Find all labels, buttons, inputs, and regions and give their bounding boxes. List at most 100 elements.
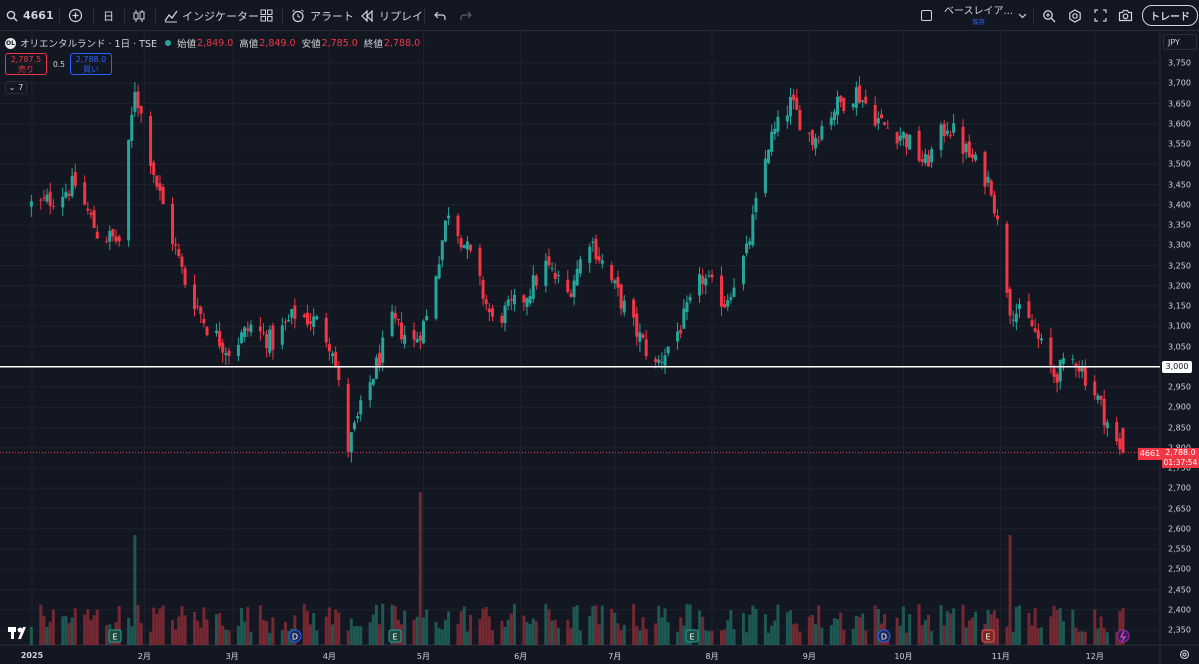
- interval-label: 日: [103, 9, 114, 23]
- candle-body: [258, 326, 262, 332]
- lightning-marker: [1116, 629, 1130, 643]
- redo-button[interactable]: [459, 0, 472, 31]
- candle-body: [676, 331, 680, 342]
- volume-bar: [1039, 627, 1043, 645]
- layout-dropdown[interactable]: [1018, 0, 1027, 31]
- candle-body: [202, 319, 206, 324]
- volume-bar: [174, 629, 178, 645]
- candle-body: [425, 316, 429, 321]
- candlesticks: [29, 76, 1125, 463]
- candle-body: [748, 241, 752, 245]
- candle-body: [67, 193, 71, 196]
- volume-bar: [421, 617, 425, 645]
- chevron-down-icon: ⌄: [8, 83, 16, 92]
- chart-type-button[interactable]: [132, 0, 146, 31]
- volume-bar: [261, 619, 265, 645]
- volume-bar: [1055, 609, 1059, 645]
- settings-button[interactable]: [1068, 0, 1082, 31]
- add-symbol-icon: [68, 8, 83, 23]
- hline-price-tag[interactable]: 3,000: [1162, 361, 1192, 373]
- volume-bar: [927, 614, 931, 645]
- candle-body: [443, 220, 447, 242]
- volume-bar: [1027, 612, 1031, 645]
- sell-button[interactable]: 2,787.5 売り: [5, 53, 47, 75]
- candle-body: [161, 187, 165, 205]
- quick-search-button[interactable]: [1042, 0, 1056, 31]
- buy-price: 2,788.0: [75, 55, 107, 64]
- volume-bar: [89, 619, 93, 645]
- volume-bar: [1030, 625, 1034, 645]
- volume-bar: [1058, 608, 1062, 645]
- volume-bar: [349, 618, 353, 645]
- candle-body: [952, 123, 956, 133]
- chevron-down-icon: [1018, 13, 1027, 19]
- compare-button[interactable]: [68, 0, 83, 31]
- currency-selector[interactable]: JPY: [1163, 34, 1197, 50]
- volume-bar: [741, 612, 745, 645]
- templates-button[interactable]: [260, 0, 273, 31]
- buy-button[interactable]: 2,788.0 買い: [70, 53, 112, 75]
- volume-bar: [1121, 608, 1125, 645]
- candle-body: [901, 131, 905, 139]
- candle-body: [569, 293, 573, 297]
- layout-selector[interactable]: ベースレイア... 保存: [944, 0, 1013, 31]
- spread-value: 0.5: [53, 60, 65, 69]
- volume-bar: [418, 492, 422, 645]
- volume-bar: [221, 625, 225, 645]
- candle-body: [1105, 422, 1109, 429]
- candle-body: [136, 91, 140, 109]
- volume-bar: [905, 632, 909, 645]
- candle-body: [512, 294, 516, 305]
- indicators-button[interactable]: インジケーター: [164, 0, 259, 31]
- volume-bar: [719, 630, 723, 645]
- volume-bar: [522, 615, 526, 645]
- symbol-search[interactable]: 4661: [6, 0, 54, 31]
- candle-body: [331, 353, 335, 357]
- volume-bar: [1096, 628, 1100, 645]
- price-axis-label: 3,450: [1168, 180, 1191, 189]
- currency-label: JPY: [1168, 37, 1180, 47]
- time-axis-label: 11月: [991, 652, 1010, 661]
- volume-bar: [265, 621, 269, 645]
- fullscreen-button[interactable]: [1094, 0, 1107, 31]
- volume-bar: [839, 612, 843, 645]
- layout-name: ベースレイア...: [944, 5, 1014, 17]
- volume-bar: [1115, 631, 1119, 645]
- time-axis-label: 3月: [225, 652, 239, 661]
- collapse-indicators-button[interactable]: ⌄ 7: [5, 81, 27, 94]
- price-axis-label: 3,250: [1168, 261, 1191, 270]
- price-axis-label: 2,700: [1168, 483, 1191, 493]
- candle-body: [1099, 395, 1103, 400]
- replay-button[interactable]: リプレイ: [360, 0, 423, 31]
- axis-settings-button[interactable]: [1179, 649, 1190, 663]
- volume-bar: [1052, 605, 1056, 645]
- undo-button[interactable]: [434, 0, 447, 31]
- volume-bar: [729, 609, 733, 645]
- candle-body: [930, 148, 934, 163]
- volume-bar: [240, 607, 244, 645]
- candle-body: [39, 199, 43, 201]
- volume-bar: [795, 623, 799, 645]
- volume-bar: [854, 615, 858, 645]
- interval-button[interactable]: 日: [103, 0, 114, 31]
- candle-body: [1011, 319, 1015, 321]
- candle-body: [506, 299, 510, 306]
- volume-bar: [707, 631, 711, 645]
- snapshot-button[interactable]: [1118, 0, 1133, 31]
- layout-checkbox[interactable]: [921, 0, 932, 31]
- marker-box: [685, 629, 699, 643]
- candle-body: [600, 260, 604, 264]
- candle-body: [1030, 320, 1034, 327]
- trade-button[interactable]: トレード: [1142, 0, 1198, 31]
- volume-bar: [820, 627, 824, 645]
- candle-body: [324, 317, 328, 343]
- indicator-count: 7: [18, 83, 24, 92]
- alerts-button[interactable]: アラート: [291, 0, 354, 31]
- candle-body: [346, 383, 350, 452]
- candle-body: [183, 268, 187, 285]
- volume-bar: [861, 613, 865, 645]
- layout-square-icon: [921, 10, 932, 21]
- candle-body: [302, 314, 306, 318]
- candle-body: [754, 197, 758, 213]
